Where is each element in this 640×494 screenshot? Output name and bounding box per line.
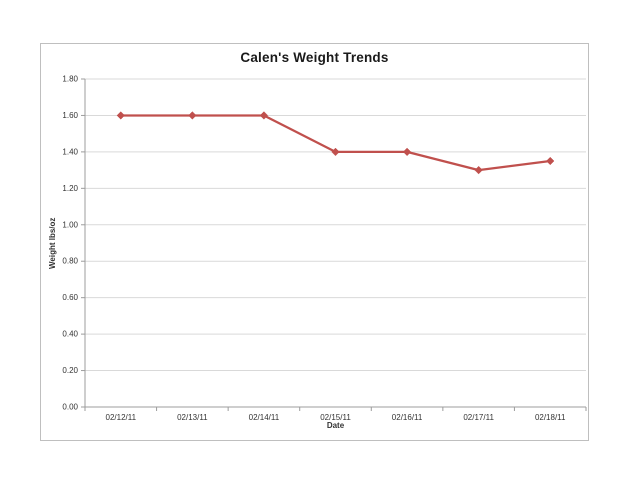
x-tick-label: 02/17/11 bbox=[463, 413, 494, 422]
data-point-marker bbox=[259, 111, 269, 120]
x-tick-label: 02/13/11 bbox=[177, 413, 208, 422]
y-tick-label: 0.20 bbox=[62, 366, 78, 375]
x-tick-label: 02/18/11 bbox=[535, 413, 566, 422]
chart-plot-area: 0.00 0.20 0.40 0.60 0.80 1.00 1.20 1.40 1.60 1.80… bbox=[62, 75, 587, 422]
data-point-marker bbox=[188, 111, 197, 120]
x-axis-title: Date bbox=[326, 421, 345, 430]
x-tick-label: 02/12/11 bbox=[106, 413, 137, 422]
y-tick-label: 0.80 bbox=[62, 257, 78, 266]
y-tick-label: 1.80 bbox=[62, 75, 78, 84]
data-point-marker bbox=[474, 165, 483, 175]
y-tick-label: 1.40 bbox=[62, 147, 78, 156]
x-tick-label: 02/15/11 bbox=[320, 413, 351, 422]
y-tick-label: 0.40 bbox=[62, 330, 78, 339]
y-tick-label: 0.60 bbox=[62, 293, 78, 302]
data-point-marker bbox=[116, 111, 125, 120]
y-tick-label: 1.00 bbox=[62, 220, 78, 229]
y-axis-title: Weight lbs/oz bbox=[48, 217, 57, 269]
x-tick-label: 02/16/11 bbox=[392, 413, 423, 422]
series-line bbox=[119, 114, 552, 172]
data-point-marker bbox=[331, 147, 340, 157]
data-point-marker bbox=[402, 147, 412, 157]
chart-title: Calen's Weight Trends bbox=[240, 50, 389, 65]
y-tick-label: 1.60 bbox=[62, 111, 78, 120]
y-tick-label: 0.00 bbox=[62, 403, 78, 412]
chart-frame: Calen's Weight Trends 0.00 0.20 0.40 0.60 0.… bbox=[40, 43, 589, 441]
y-tick-label: 1.20 bbox=[62, 184, 78, 193]
x-tick-label: 02/14/11 bbox=[249, 413, 280, 422]
data-point-marker bbox=[546, 156, 555, 166]
